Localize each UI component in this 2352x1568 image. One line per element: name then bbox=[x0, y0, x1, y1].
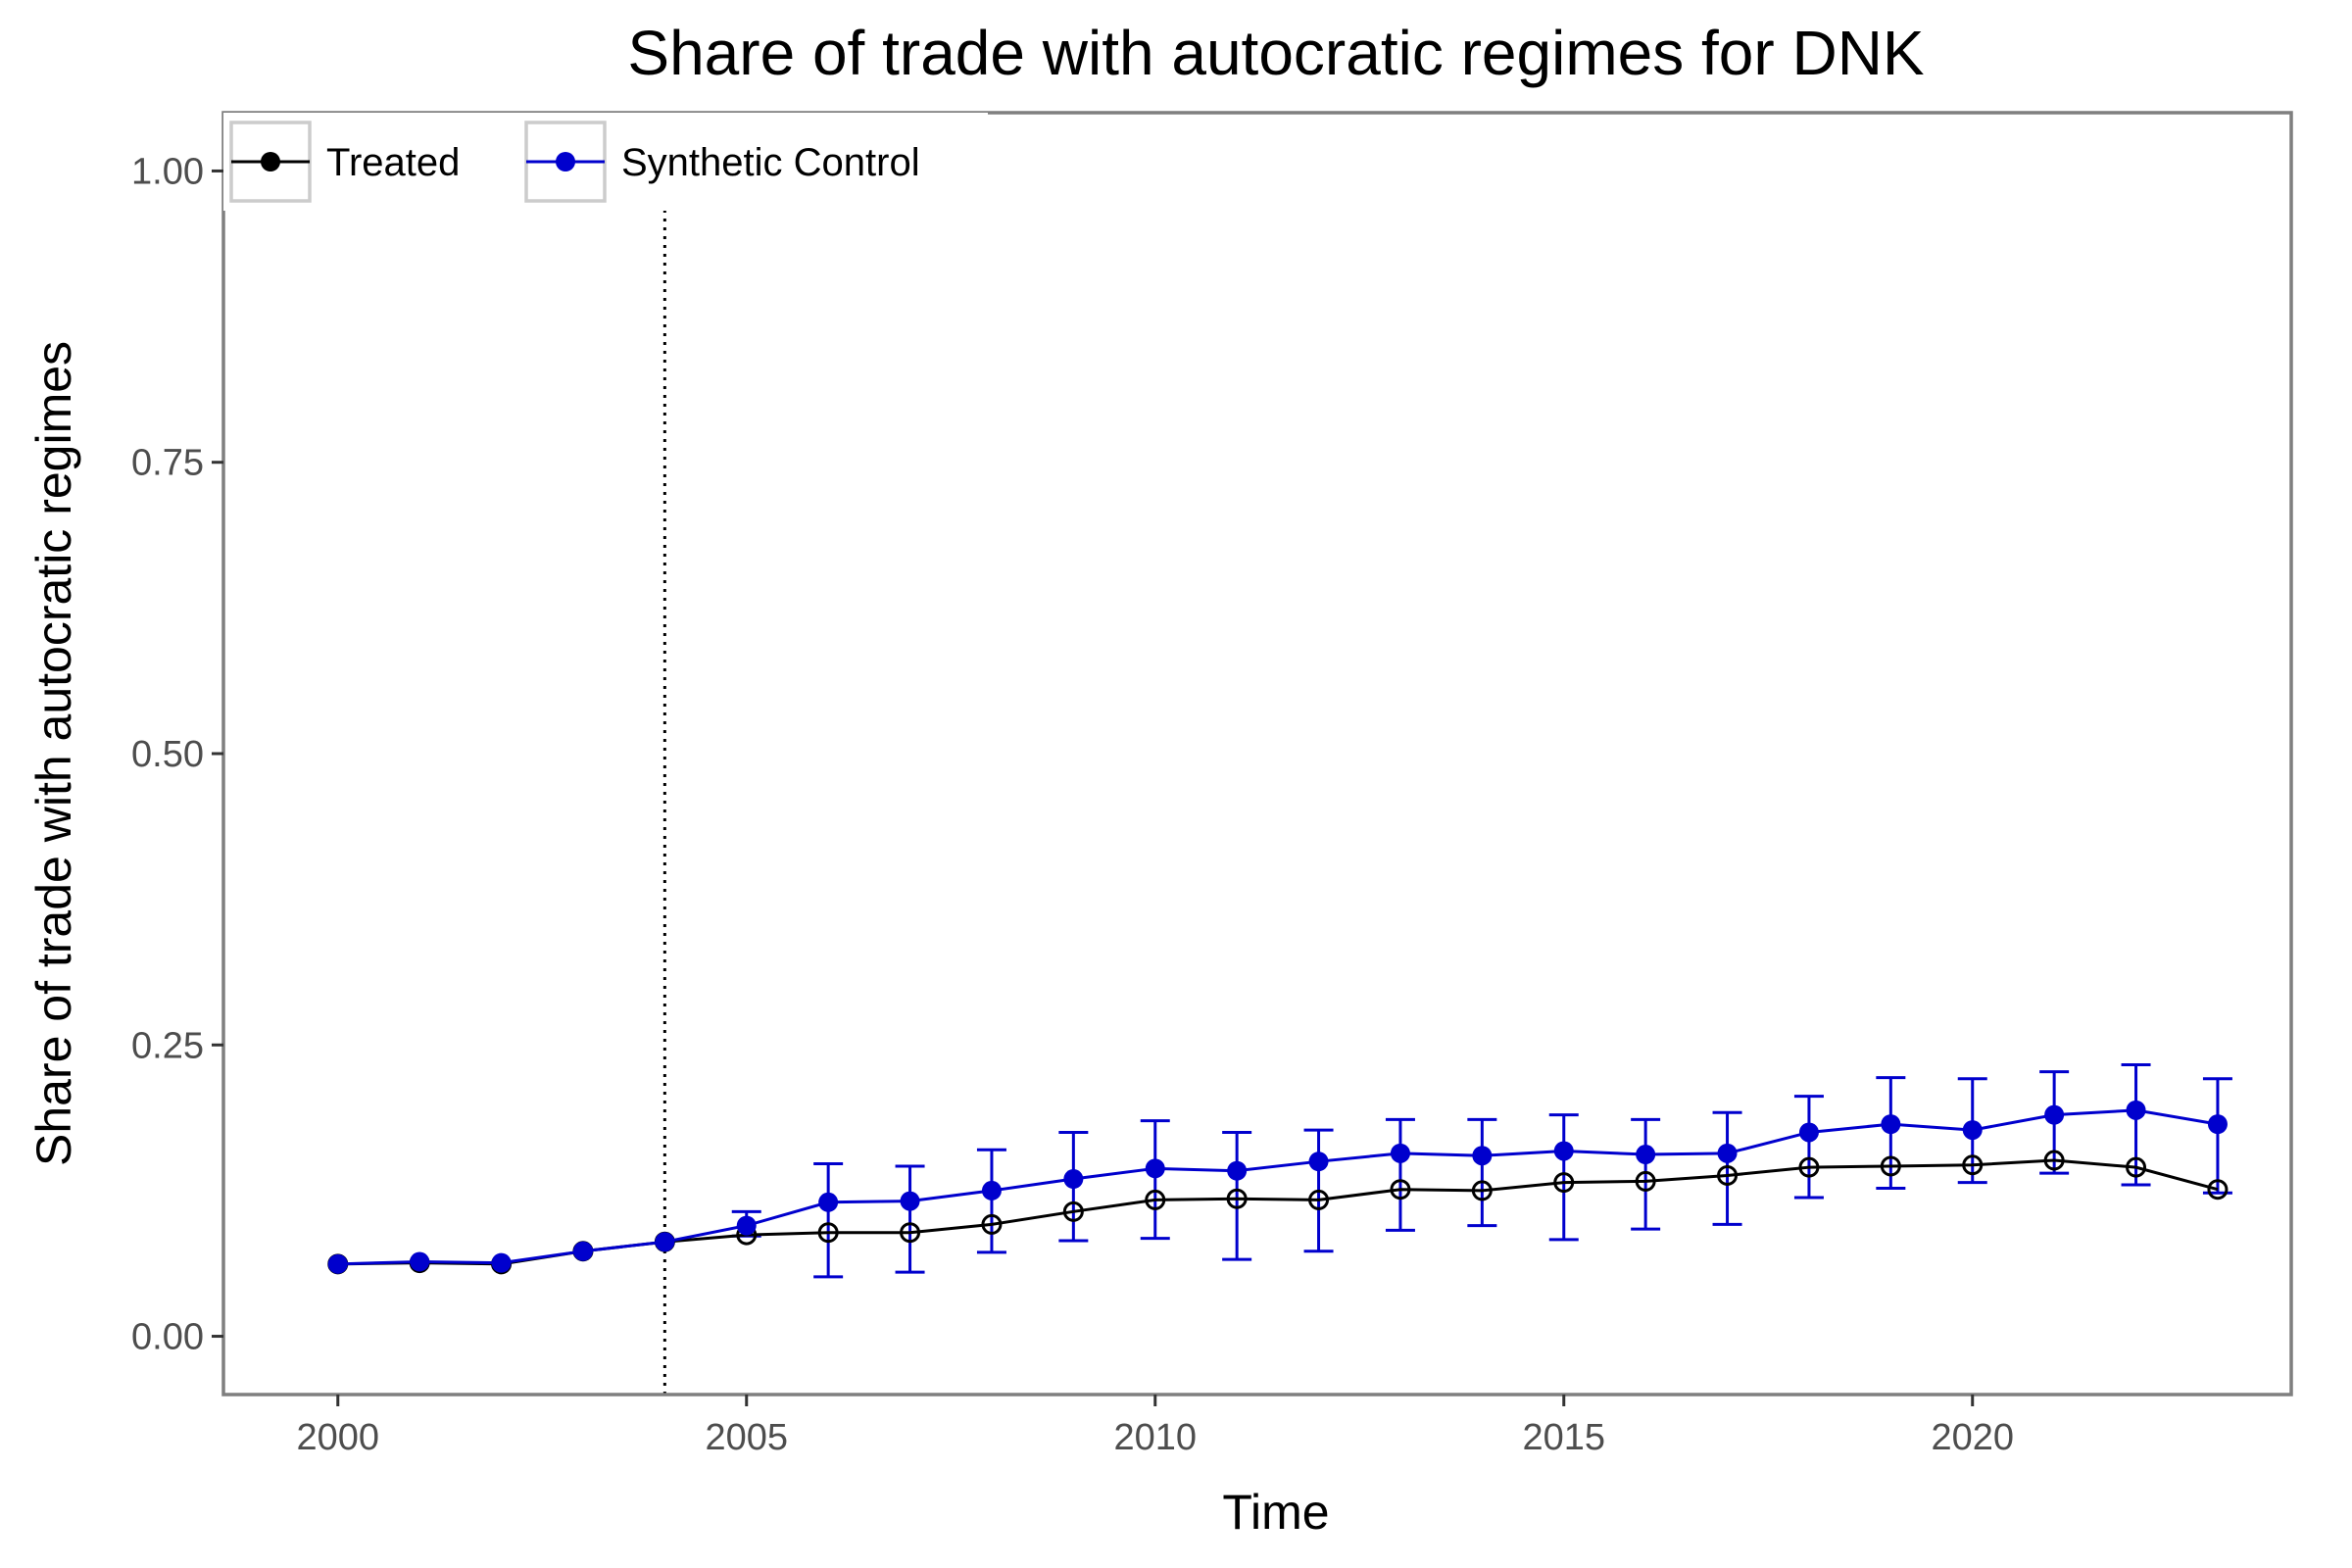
data-point-treated bbox=[2207, 1179, 2229, 1200]
data-point-synthetic-control bbox=[410, 1251, 430, 1272]
y-axis-title: Share of trade with autocratic regimes bbox=[26, 341, 81, 1166]
x-tick-label: 2010 bbox=[1113, 1417, 1197, 1458]
y-axis: 0.00 0.25 0.50 0.75 1.00 bbox=[131, 151, 223, 1358]
data-point-treated bbox=[1471, 1180, 1493, 1201]
legend-marker-treated bbox=[261, 152, 280, 172]
legend: Treated Synthetic Control bbox=[223, 113, 988, 211]
data-point-synthetic-control bbox=[1472, 1146, 1493, 1166]
error-bar bbox=[1385, 1117, 1415, 1232]
error-bar bbox=[1222, 1130, 1252, 1261]
x-axis-title: Time bbox=[1222, 1485, 1329, 1540]
legend-item-synthetic-control: Synthetic Control bbox=[524, 121, 920, 203]
y-tick-label: 0.25 bbox=[131, 1025, 204, 1066]
data-point-synthetic-control bbox=[736, 1215, 757, 1236]
error-bar bbox=[813, 1162, 844, 1279]
data-point-treated bbox=[1145, 1189, 1166, 1210]
data-point-treated bbox=[2043, 1150, 2065, 1171]
data-point-treated bbox=[817, 1222, 839, 1244]
data-point-treated bbox=[900, 1222, 921, 1244]
data-point-treated bbox=[1880, 1155, 1901, 1177]
data-point-synthetic-control bbox=[981, 1180, 1002, 1200]
error-bar bbox=[1548, 1113, 1579, 1242]
x-axis: 2000 2005 2010 2015 2020 bbox=[296, 1395, 2014, 1458]
error-bar bbox=[976, 1148, 1006, 1254]
data-point-synthetic-control bbox=[1962, 1120, 1983, 1141]
x-tick-label: 2000 bbox=[296, 1417, 379, 1458]
data-point-synthetic-control bbox=[818, 1192, 839, 1212]
data-point-synthetic-control bbox=[655, 1232, 675, 1252]
legend-label-synthetic-control: Synthetic Control bbox=[621, 141, 920, 184]
data-point-treated bbox=[1553, 1172, 1575, 1194]
error-bars bbox=[731, 1062, 2232, 1279]
y-tick-label: 1.00 bbox=[131, 151, 204, 192]
data-point-synthetic-control bbox=[2044, 1104, 2065, 1125]
data-point-synthetic-control bbox=[1636, 1145, 1656, 1165]
data-point-synthetic-control bbox=[1308, 1152, 1329, 1172]
error-bar bbox=[1712, 1110, 1742, 1226]
data-point-synthetic-control bbox=[1145, 1158, 1165, 1179]
chart-title: Share of trade with autocratic regimes f… bbox=[627, 18, 1924, 88]
data-point-treated bbox=[1717, 1164, 1739, 1186]
error-bar bbox=[2202, 1077, 2232, 1195]
error-bar bbox=[2121, 1062, 2151, 1187]
data-point-synthetic-control bbox=[491, 1252, 512, 1273]
data-point-treated bbox=[1962, 1154, 1984, 1176]
x-tick-label: 2015 bbox=[1522, 1417, 1605, 1458]
y-tick-label: 0.50 bbox=[131, 734, 204, 775]
data-point-treated bbox=[1226, 1188, 1248, 1209]
data-point-synthetic-control bbox=[1881, 1114, 1901, 1135]
data-point-treated bbox=[1390, 1179, 1411, 1200]
legend-marker-synthetic-control bbox=[556, 152, 575, 172]
data-point-synthetic-control bbox=[1553, 1141, 1574, 1161]
y-tick-label: 0.00 bbox=[131, 1317, 204, 1358]
plot-area bbox=[327, 113, 2232, 1395]
x-tick-label: 2005 bbox=[705, 1417, 788, 1458]
series-line-synthetic-control bbox=[337, 1108, 2219, 1266]
y-tick-label: 0.75 bbox=[131, 443, 204, 484]
data-point-treated bbox=[981, 1213, 1003, 1235]
legend-label-treated: Treated bbox=[326, 141, 460, 184]
data-point-synthetic-control bbox=[572, 1241, 593, 1261]
error-bar bbox=[1793, 1095, 1824, 1200]
legend-item-treated: Treated bbox=[229, 121, 460, 203]
error-bar bbox=[1140, 1119, 1170, 1241]
data-point-synthetic-control bbox=[900, 1191, 920, 1211]
data-point-synthetic-control bbox=[1717, 1143, 1738, 1163]
data-point-synthetic-control bbox=[1798, 1122, 1819, 1143]
error-bar bbox=[1467, 1117, 1497, 1228]
data-point-synthetic-control bbox=[327, 1253, 348, 1274]
error-bar bbox=[895, 1164, 925, 1274]
data-point-treated bbox=[1635, 1170, 1656, 1192]
x-tick-label: 2020 bbox=[1931, 1417, 2014, 1458]
data-point-synthetic-control bbox=[2126, 1100, 2146, 1120]
data-point-treated bbox=[1308, 1189, 1330, 1210]
data-point-synthetic-control bbox=[1227, 1160, 1248, 1181]
data-point-synthetic-control bbox=[1063, 1169, 1084, 1190]
error-bar bbox=[1631, 1117, 1661, 1231]
data-point-treated bbox=[2126, 1156, 2147, 1178]
data-point-treated bbox=[1798, 1156, 1820, 1178]
data-point-synthetic-control bbox=[2207, 1114, 2228, 1135]
data-point-treated bbox=[1062, 1200, 1084, 1222]
data-point-synthetic-control bbox=[1390, 1143, 1410, 1163]
